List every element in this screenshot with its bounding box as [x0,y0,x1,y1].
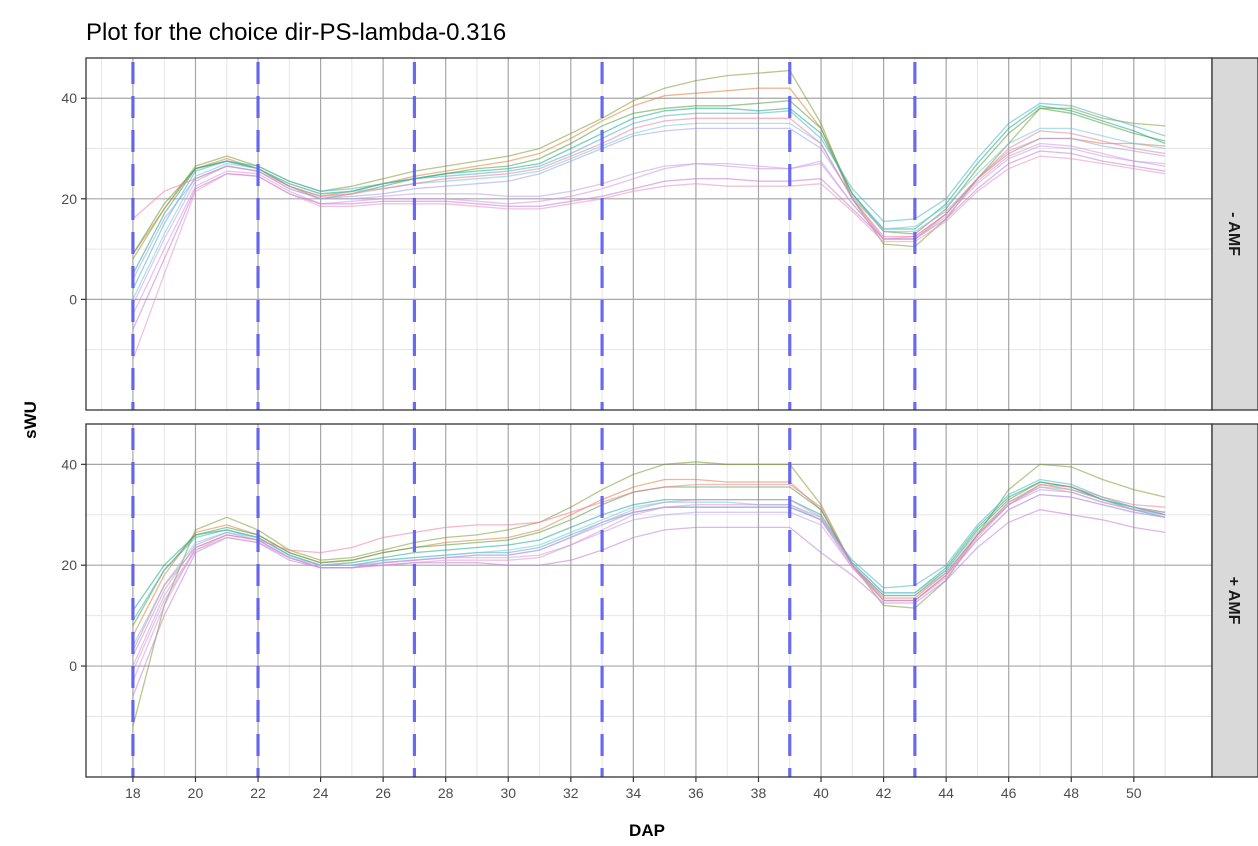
series-line [132,155,1166,360]
panel-background [86,424,1212,777]
x-tick-label: 20 [188,785,204,801]
x-tick-label: 32 [563,785,579,801]
x-tick-label: 42 [876,785,892,801]
facet-strip [1211,57,1258,411]
panels: - AMF 0 20 40 + AMF 0 20 40 [61,57,1258,778]
y-tick-label: 20 [61,557,77,573]
x-tick-label: 18 [125,785,141,801]
x-axis-title: DAP [629,821,665,840]
y-axis-title: sWU [21,401,40,439]
x-tick-label: 44 [938,785,954,801]
y-tick-label: 20 [61,191,77,207]
y-tick-label: 40 [61,90,77,106]
series-line [132,145,1166,305]
series-line [132,483,1166,652]
series-line [132,100,1166,255]
x-tick-label: 26 [375,785,391,801]
x-tick-label: 30 [500,785,516,801]
series-line [132,150,1166,330]
y-tick-label: 0 [69,291,77,307]
x-tick-label: 28 [438,785,454,801]
series-line [132,509,1166,697]
x-tick-label: 46 [1001,785,1017,801]
y-tick-label: 0 [69,658,77,674]
facet-strip-label: - AMF [1225,212,1242,256]
series-line [132,122,1166,300]
x-tick-label: 48 [1063,785,1079,801]
facet-panel: + AMF 0 20 40 [61,423,1258,778]
series-line [132,486,1166,667]
facet-strip-label: + AMF [1225,577,1242,625]
chart-title: Plot for the choice dir-PS-lambda-0.316 [86,19,506,46]
x-tick-label: 36 [688,785,704,801]
facet-strip [1211,423,1258,778]
x-tick-label: 34 [626,785,642,801]
series-line [132,117,1166,238]
series-line [132,142,1166,315]
x-tick-label: 38 [751,785,767,801]
x-tick-label: 22 [250,785,266,801]
x-axis: 18 20 22 24 26 28 30 32 34 36 38 40 42 44 46 48 50 [125,777,1142,801]
series-line [132,486,1166,647]
series-line [132,102,1166,290]
x-tick-label: 50 [1126,785,1142,801]
x-tick-label: 40 [813,785,829,801]
x-tick-label: 24 [313,785,329,801]
y-tick-label: 40 [61,456,77,472]
facet-panel: - AMF 0 20 40 [61,57,1258,411]
series-line [132,493,1166,672]
